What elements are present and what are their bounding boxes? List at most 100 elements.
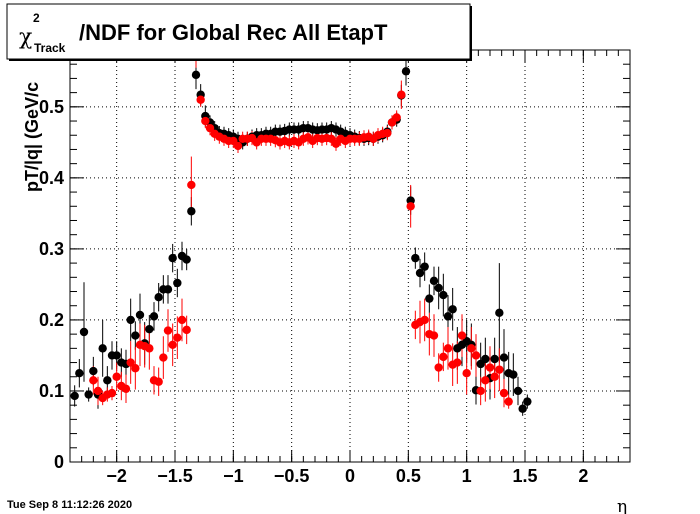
data-point — [499, 388, 509, 398]
x-axis-ticks: −2 −1.5 −1 −0.5 0 0.5 1 1.5 2 — [69, 50, 631, 486]
data-point — [75, 369, 84, 378]
y-axis-label: pT/|q| (GeV/c — [22, 82, 42, 192]
data-point — [471, 351, 481, 360]
data-point — [154, 377, 163, 386]
data-point — [126, 358, 135, 367]
data-point — [182, 255, 191, 264]
title-box-shadow-right — [470, 6, 472, 61]
data-point — [196, 95, 205, 104]
data-point — [93, 386, 103, 396]
data-point — [457, 331, 467, 340]
x-tick-label: −1.5 — [157, 466, 193, 486]
data-point — [499, 353, 509, 362]
data-point — [163, 326, 173, 335]
data-point — [523, 397, 532, 406]
data-point — [443, 312, 453, 321]
data-markers — [70, 49, 532, 413]
data-point — [103, 376, 112, 385]
data-point — [98, 344, 107, 353]
data-point — [173, 333, 182, 342]
data-point — [420, 262, 429, 271]
data-point — [163, 285, 173, 294]
x-axis-label: η — [617, 497, 627, 514]
data-point — [513, 386, 523, 396]
data-point — [411, 253, 420, 263]
title-subscript: Track — [34, 41, 66, 55]
x-tick-label: 0.5 — [396, 466, 421, 486]
data-point — [397, 90, 406, 99]
y-tick-label: 0.5 — [39, 97, 64, 117]
x-tick-label: 2 — [578, 466, 588, 486]
data-point — [481, 376, 490, 385]
title-box-shadow — [9, 59, 472, 61]
data-point — [429, 276, 439, 286]
data-point — [481, 354, 490, 364]
data-point — [425, 294, 434, 303]
data-point — [415, 268, 425, 278]
data-point — [201, 116, 210, 126]
data-point — [443, 344, 453, 353]
data-point — [159, 353, 168, 362]
data-point — [406, 202, 415, 211]
data-point — [107, 388, 117, 398]
data-point — [154, 293, 163, 302]
data-point — [434, 283, 443, 293]
data-point — [135, 310, 145, 320]
data-point — [462, 369, 471, 378]
data-point — [453, 358, 462, 367]
data-point — [485, 363, 495, 372]
data-point — [126, 315, 135, 325]
x-tick-label: −1 — [223, 466, 244, 486]
data-point — [392, 113, 401, 122]
data-point — [509, 370, 518, 379]
x-tick-label: −0.5 — [274, 466, 310, 486]
data-point — [504, 397, 513, 406]
data-point — [448, 305, 457, 314]
data-point — [429, 331, 439, 340]
data-point — [121, 384, 131, 394]
data-point — [89, 376, 98, 385]
title-superscript: 2 — [33, 11, 40, 25]
x-tick-label: 1 — [462, 466, 472, 486]
data-point — [177, 315, 187, 325]
data-point — [145, 344, 154, 353]
y-tick-label: 0 — [54, 452, 64, 472]
data-point — [518, 404, 527, 413]
data-point — [187, 180, 196, 190]
data-point — [112, 372, 121, 381]
data-point — [439, 352, 448, 362]
data-point — [434, 363, 443, 372]
data-point — [490, 354, 499, 364]
data-point — [205, 123, 215, 133]
chart-title: /NDF for Global Rec All EtapT — [79, 20, 388, 45]
y-tick-label: 0.4 — [39, 168, 64, 188]
data-point — [490, 372, 499, 381]
y-tick-label: 0.3 — [39, 239, 64, 259]
data-point — [89, 366, 98, 376]
data-point — [401, 67, 411, 76]
data-point — [191, 70, 201, 80]
data-point — [131, 364, 140, 373]
data-point — [495, 308, 504, 318]
data-point — [182, 325, 191, 335]
data-point — [187, 207, 196, 216]
data-point — [112, 351, 121, 360]
x-tick-label: 1.5 — [512, 466, 537, 486]
timestamp: Tue Sep 8 11:12:26 2020 — [7, 499, 132, 511]
title-box — [6, 3, 471, 60]
data-point — [70, 391, 79, 401]
data-point — [168, 340, 177, 349]
data-point — [476, 386, 485, 396]
data-point — [79, 327, 89, 337]
data-point — [467, 344, 476, 353]
y-tick-label: 0.1 — [39, 381, 64, 401]
title-chi-symbol: χ — [19, 25, 32, 50]
data-point — [233, 141, 243, 151]
x-tick-label: 0 — [345, 466, 355, 486]
y-tick-label: 0.2 — [39, 310, 64, 330]
data-point — [173, 278, 182, 288]
data-point — [383, 128, 392, 138]
x-tick-label: −2 — [106, 466, 127, 486]
data-point — [495, 365, 504, 374]
